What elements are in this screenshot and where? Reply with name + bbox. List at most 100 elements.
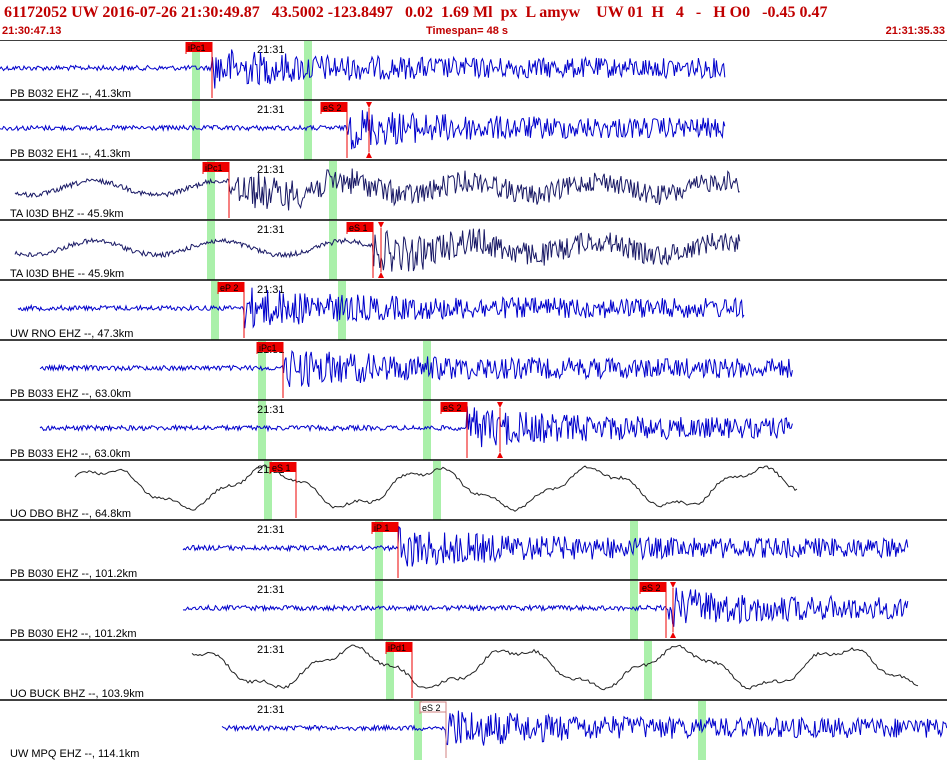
source-code: UW <box>596 4 624 21</box>
event-id: 61172052 <box>4 4 68 21</box>
green-window <box>644 641 652 700</box>
pick-label-box[interactable] <box>441 402 467 412</box>
waveform-trace <box>221 710 947 746</box>
green-window <box>329 161 337 220</box>
time-tick-label: 21:31 <box>257 404 285 416</box>
time-tick-label: 21:31 <box>257 644 285 656</box>
channel-row[interactable]: 21:31 eS 2 PB B033 EH2 --, 63.0km <box>0 399 947 460</box>
review-status: px <box>500 4 518 21</box>
green-window <box>207 221 215 280</box>
green-window <box>375 581 383 640</box>
quality-1: H <box>651 4 664 21</box>
magnitude-type: Ml <box>473 4 493 21</box>
pick-label-box[interactable] <box>386 642 412 652</box>
value-2: 0.47 <box>799 4 828 21</box>
window-start-time: 21:30:47.13 <box>2 25 62 37</box>
pick-label: eS 2 <box>642 583 661 593</box>
window-end-time: 21:31:35.33 <box>885 25 945 37</box>
green-window <box>211 281 219 340</box>
magnitude: 1.69 <box>441 4 470 21</box>
green-window <box>192 101 200 160</box>
arrival-marker-bottom <box>497 452 503 458</box>
pick-label-box[interactable] <box>203 162 229 172</box>
event-flag: L <box>525 4 536 21</box>
pick-label: eS 2 <box>323 103 342 113</box>
time-tick-label: 21:31 <box>257 164 285 176</box>
time-tick-label: 21:31 <box>257 524 285 536</box>
green-window <box>423 401 431 460</box>
green-window <box>630 521 638 580</box>
channel-row[interactable]: 21:31 iPd1 UO BUCK BHZ --, 103.9km <box>0 639 947 700</box>
arrival-marker-top <box>497 402 503 408</box>
origin-datetime: 2016-07-26 21:30:49.87 <box>102 4 260 21</box>
arrival-marker-top <box>366 102 372 108</box>
time-tick-label: 21:31 <box>257 104 285 116</box>
channel-row[interactable]: 21:31 eS 2 PB B030 EH2 --, 101.2km <box>0 579 947 640</box>
pick-label: eS 1 <box>349 223 368 233</box>
depth: 0.02 <box>405 4 434 21</box>
channel-row[interactable]: 21:31 iPc1 TA I03D BHZ -- 45.9km <box>0 159 947 220</box>
event-header: 61172052 UW 2016-07-26 21:30:49.87 43.50… <box>0 0 947 40</box>
version: 01 <box>627 4 644 21</box>
time-tick-label: 21:31 <box>257 584 285 596</box>
waveform-trace <box>39 406 793 448</box>
waveform-trace <box>0 110 726 150</box>
pick-label: iPc1 <box>205 163 223 173</box>
pick-label-box[interactable] <box>270 462 296 472</box>
arrival-marker-bottom <box>366 152 372 158</box>
green-window <box>630 581 638 640</box>
pick-label: eS 2 <box>443 403 462 413</box>
green-window <box>338 281 346 340</box>
arrival-marker-top <box>378 222 384 228</box>
event-summary-line: 61172052 UW 2016-07-26 21:30:49.87 43.50… <box>4 4 827 22</box>
pick-label: iPc1 <box>188 43 206 53</box>
waveform-trace <box>0 49 726 89</box>
channel-label: UW MPQ EHZ --, 114.1km <box>10 748 139 760</box>
separator: - <box>695 4 702 21</box>
channel-row[interactable]: 21:31 iP 1 PB B030 EHZ --, 101.2km <box>0 519 947 580</box>
channel-label: TA I03D BHE -- 45.9km <box>10 268 124 280</box>
channel-row[interactable]: 21:31 eS 2 PB B032 EH1 --, 41.3km <box>0 99 947 160</box>
channel-label: PB B033 EH2 --, 63.0km <box>10 448 130 460</box>
pick-label: eP 2 <box>220 283 238 293</box>
pick-label-box[interactable] <box>640 582 666 592</box>
waveform-trace <box>14 168 740 211</box>
channel-row[interactable]: 21:31 iPc1 PB B032 EHZ --, 41.3km <box>0 40 947 100</box>
channel-row[interactable]: 21:31 eS 2 UW MPQ EHZ --, 114.1km <box>0 699 947 760</box>
green-window <box>433 461 441 520</box>
pick-label-box[interactable] <box>372 522 398 532</box>
time-tick-label: 21:31 <box>257 704 285 716</box>
pick-label-box[interactable] <box>419 701 447 713</box>
phase-count: 4 <box>675 4 684 21</box>
channel-row[interactable]: 21:31 eP 2 UW RNO EHZ --, 47.3km <box>0 279 947 340</box>
pick-label: eS 2 <box>422 703 441 713</box>
time-tick-label: 21:31 <box>257 224 285 236</box>
arrival-marker-top <box>670 582 676 588</box>
green-window <box>304 101 312 160</box>
seismogram-panel[interactable]: 21:31 iPc1 PB B032 EHZ --, 41.3km 21:31 eS 2… <box>0 40 947 760</box>
channel-row[interactable]: 21:31 eS 1 TA I03D BHE -- 45.9km <box>0 219 947 280</box>
pick-label-box[interactable] <box>257 342 283 352</box>
pick-label-box[interactable] <box>321 102 347 112</box>
pick-label: iPd1 <box>388 643 406 653</box>
green-window <box>192 41 200 100</box>
pick-label: eS 1 <box>272 463 291 473</box>
green-window <box>423 341 431 400</box>
time-tick-label: 21:31 <box>257 284 285 296</box>
green-window <box>386 641 394 700</box>
channel-label: UW RNO EHZ --, 47.3km <box>10 328 133 340</box>
pick-label-box[interactable] <box>218 282 244 292</box>
timespan-label: Timespan= 48 s <box>426 25 509 37</box>
pick-label: iPc1 <box>259 343 277 353</box>
waveform-trace <box>191 644 919 691</box>
pick-label-box[interactable] <box>347 222 373 232</box>
pick-label-box[interactable] <box>186 42 212 52</box>
analyst: amyw <box>539 4 581 21</box>
waveform-trace <box>74 464 798 512</box>
arrival-marker-bottom <box>670 632 676 638</box>
channel-label: PB B033 EHZ --, 63.0km <box>10 388 131 400</box>
waveform-trace <box>182 587 909 627</box>
longitude: -123.8497 <box>327 4 394 21</box>
